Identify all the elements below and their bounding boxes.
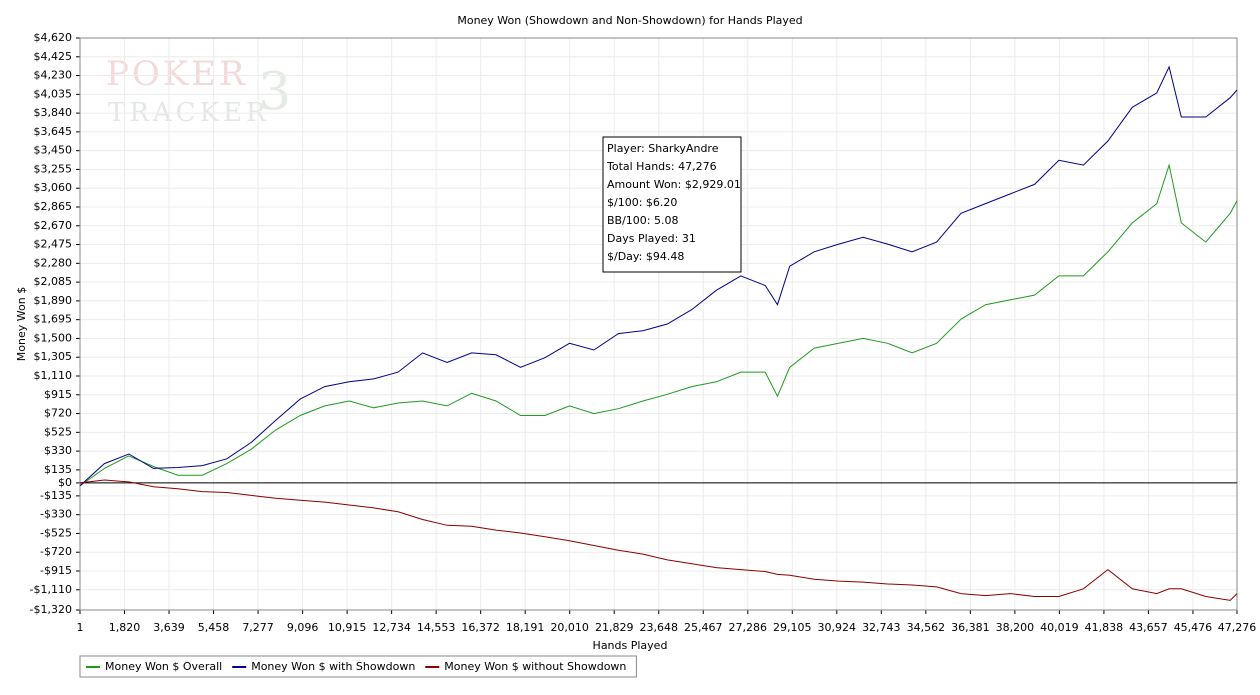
tooltip-line: Total Hands: 47,276 [606,160,717,173]
y-tick-label: $1,110 [34,369,73,382]
x-tick-label: 3,639 [153,621,185,634]
y-tick-label: $3,060 [34,181,73,194]
legend-frame [79,655,637,678]
y-tick-label: $1,890 [34,294,73,307]
x-axis-label: Hands Played [593,639,668,652]
y-tick-label: $135 [44,463,72,476]
x-tick-label: 47,276 [1218,621,1257,634]
x-tick-label: 1,820 [109,621,141,634]
series-line [79,163,1238,487]
x-tick-label: 1 [77,621,84,634]
y-tick-label: -$915 [40,564,72,577]
y-tick-label: $4,425 [34,50,73,63]
x-tick-label: 27,286 [729,621,768,634]
x-tick-label: 7,277 [242,621,274,634]
y-tick-label: -$1,320 [30,603,72,616]
y-tick-label: $1,305 [34,350,73,363]
y-tick-label: $1,695 [34,313,73,326]
y-axis-label: Money Won $ [15,287,28,361]
tooltip-line: BB/100: 5.08 [607,214,679,227]
y-tick-label: $3,255 [34,162,73,175]
y-tick-label: $2,670 [34,219,73,232]
y-tick-label: $2,085 [34,275,73,288]
x-tick-label: 30,924 [818,621,857,634]
y-tick-label: $4,620 [34,31,73,44]
y-tick-label: $3,840 [34,106,73,119]
legend-label: Money Won $ without Showdown [444,660,626,673]
tooltip-line: Days Played: 31 [607,232,696,245]
y-tick-label: -$1,110 [30,583,72,596]
x-tick-label: 18,191 [506,621,545,634]
x-tick-label: 38,200 [996,621,1035,634]
series-line [79,479,1238,601]
y-tick-label: $4,230 [34,69,73,82]
plot-frame [79,37,1238,611]
y-tick-label: $915 [44,388,72,401]
y-tick-label: $1,500 [34,331,73,344]
x-tick-label: 41,838 [1085,621,1124,634]
x-tick-label: 34,562 [907,621,946,634]
y-tick-label: $525 [44,425,72,438]
y-tick-label: $3,450 [34,144,73,157]
watermark: POKER [106,54,248,94]
x-tick-label: 43,657 [1129,621,1168,634]
tooltip-line: Player: SharkyAndre [607,142,719,155]
x-tick-label: 16,372 [461,621,500,634]
x-tick-label: 14,553 [417,621,456,634]
x-tick-label: 5,458 [198,621,230,634]
y-tick-label: $0 [58,476,72,489]
tooltip-line: $/100: $6.20 [607,196,677,209]
y-tick-label: -$720 [40,545,72,558]
tooltip-line: $/Day: $94.48 [607,250,684,263]
x-tick-label: 32,743 [862,621,901,634]
x-tick-label: 45,476 [1174,621,1213,634]
y-tick-label: $2,865 [34,200,73,213]
x-tick-label: 25,467 [684,621,723,634]
x-tick-label: 36,381 [951,621,990,634]
y-tick-label: $720 [44,407,72,420]
legend-label: Money Won $ with Showdown [251,660,415,673]
legend-label: Money Won $ Overall [105,660,222,673]
x-tick-label: 12,734 [372,621,411,634]
watermark: 3 [258,63,291,123]
y-tick-label: $330 [44,444,72,457]
x-tick-label: 40,019 [1040,621,1079,634]
y-tick-label: -$330 [40,508,72,521]
x-tick-label: 9,096 [287,621,319,634]
x-tick-label: 21,829 [595,621,634,634]
tooltip-line: Amount Won: $2,929.01 [607,178,741,191]
y-tick-label: -$135 [40,489,72,502]
x-tick-label: 20,010 [550,621,589,634]
tooltip-box [602,136,742,273]
y-tick-label: $2,475 [34,238,73,251]
x-tick-label: 23,648 [639,621,678,634]
chart-title: Money Won (Showdown and Non-Showdown) fo… [457,14,802,27]
y-tick-label: $3,645 [34,125,73,138]
y-tick-label: $4,035 [34,87,73,100]
x-tick-label: 29,105 [773,621,812,634]
y-tick-label: $2,280 [34,256,73,269]
legend: Money Won $ Overall Money Won $ with Show… [79,655,637,678]
y-tick-label: -$525 [40,526,72,539]
series-line [79,65,1238,487]
x-tick-label: 10,915 [328,621,367,634]
